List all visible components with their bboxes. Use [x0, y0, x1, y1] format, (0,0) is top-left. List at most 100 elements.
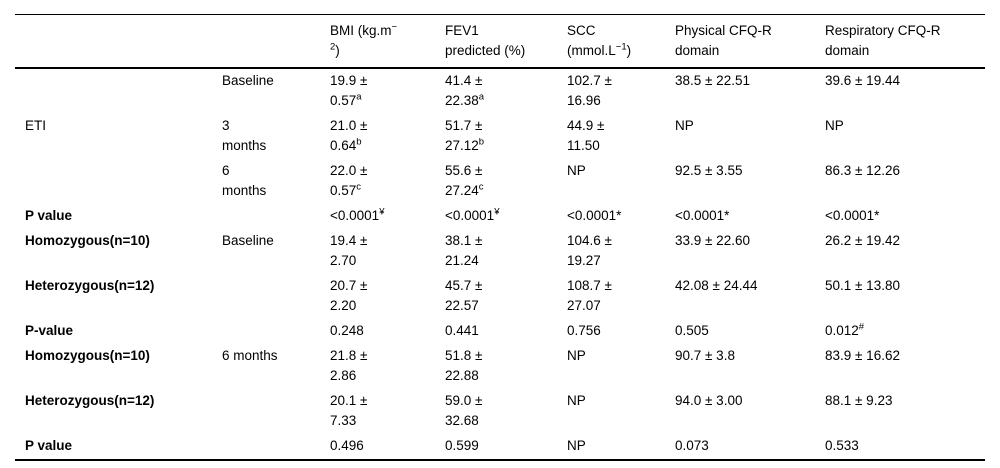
- cell-time: [222, 204, 330, 229]
- row-label: P value: [25, 208, 73, 223]
- cell-respiratory: 0.012#: [825, 321, 865, 338]
- cell-respiratory: 26.2 ± 19.42: [825, 233, 900, 248]
- cell-scc: 0.756: [567, 323, 601, 338]
- cell-bmi: <0.0001¥: [330, 206, 385, 223]
- table-row: 6 months 22.0 ±0.57c 55.6 ±27.24c NP 92.5 ± 3…: [15, 159, 985, 204]
- cell-time: [222, 274, 330, 319]
- cell-time: 6 months: [222, 348, 278, 363]
- table-row: P value 0.496 0.599 NP 0.073 0.533: [15, 434, 985, 460]
- table-header: BMI (kg.m− 2) FEV1 predicted (%) SCC (mmol.L−…: [15, 14, 985, 69]
- cell-scc: 44.9 ±11.50: [567, 118, 605, 153]
- cell-physical: 94.0 ± 3.00: [675, 393, 743, 408]
- cell-physical: 38.5 ± 22.51: [675, 73, 750, 88]
- col-header-group: [15, 14, 222, 69]
- cell-scc: 104.6 ±19.27: [567, 233, 612, 268]
- cell-time: 3 months: [222, 118, 267, 153]
- cell-scc: <0.0001*: [567, 208, 622, 223]
- row-label: P-value: [25, 323, 74, 338]
- superscript: 2: [330, 41, 336, 53]
- col-header-fev1: FEV1 predicted (%): [445, 14, 567, 69]
- table-row: Heterozygous(n=12) 20.1 ±7.33 59.0 ±32.68 N…: [15, 389, 985, 434]
- row-label: Heterozygous(n=12): [25, 393, 155, 408]
- superscript: ¥: [494, 206, 500, 218]
- superscript: ¥: [379, 206, 385, 218]
- cell-fev1: 0.441: [445, 323, 479, 338]
- table-row: P-value 0.248 0.441 0.756 0.505 0.012#: [15, 319, 985, 344]
- cell-fev1: 51.7 ±27.12b: [445, 118, 485, 153]
- cell-physical: <0.0001*: [675, 208, 730, 223]
- results-table: BMI (kg.m− 2) FEV1 predicted (%) SCC (mmol.L−…: [15, 14, 985, 461]
- row-label: P value: [25, 438, 73, 453]
- cell-bmi: 21.8 ±2.86: [330, 348, 368, 383]
- cell-fev1: 51.8 ±22.88: [445, 348, 483, 383]
- cell-physical: 90.7 ± 3.8: [675, 348, 735, 363]
- cell-respiratory: 86.3 ± 12.26: [825, 163, 900, 178]
- cell-fev1: <0.0001¥: [445, 206, 500, 223]
- cell-respiratory: 39.6 ± 19.44: [825, 73, 900, 88]
- cell-bmi: 20.1 ±7.33: [330, 393, 368, 428]
- superscript: a: [478, 91, 485, 103]
- cell-respiratory: 50.1 ± 13.80: [825, 278, 900, 293]
- cell-scc: 108.7 ±27.07: [567, 278, 612, 313]
- cell-physical: 33.9 ± 22.60: [675, 233, 750, 248]
- superscript: −: [391, 21, 398, 33]
- cell-fev1: 38.1 ±21.24: [445, 233, 483, 268]
- cell-physical: 42.08 ± 24.44: [675, 278, 758, 293]
- table-row: ETI 3 months 21.0 ±0.64b 51.7 ±27.12b 44.9 ±1…: [15, 114, 985, 159]
- superscript: a: [356, 91, 362, 103]
- table-row: Homozygous(n=10) 6 months 21.8 ±2.86 51.8 ±…: [15, 344, 985, 389]
- superscript: b: [356, 136, 362, 148]
- col-header-bmi: BMI (kg.m− 2): [330, 14, 445, 69]
- cell-respiratory: NP: [825, 118, 844, 133]
- cell-time: [222, 389, 330, 434]
- table-row: Baseline 19.9 ±0.57a 41.4 ±22.38a 102.7 ±16…: [15, 68, 985, 114]
- table-row: P value <0.0001¥ <0.0001¥ <0.0001* <0.0001* <…: [15, 204, 985, 229]
- row-label: [15, 68, 222, 114]
- table-row: Heterozygous(n=12) 20.7 ±2.20 45.7 ±22.57 1…: [15, 274, 985, 319]
- cell-respiratory: 83.9 ± 16.62: [825, 348, 900, 363]
- cell-time: Baseline: [222, 233, 274, 248]
- col-header-respiratory: Respiratory CFQ-R domain: [825, 14, 985, 69]
- cell-scc: NP: [567, 393, 586, 408]
- row-label: [15, 159, 222, 204]
- col-header-time: [222, 14, 330, 69]
- cell-fev1: 45.7 ±22.57: [445, 278, 483, 313]
- superscript: −1: [615, 41, 627, 53]
- row-label: Homozygous(n=10): [25, 348, 150, 363]
- superscript: #: [858, 321, 865, 333]
- cell-fev1: 41.4 ±22.38a: [445, 73, 485, 108]
- cell-time: [222, 434, 330, 460]
- cell-bmi: 0.496: [330, 438, 364, 453]
- cell-physical: 0.073: [675, 438, 709, 453]
- cell-respiratory: <0.0001*: [825, 208, 880, 223]
- cell-bmi: 22.0 ±0.57c: [330, 163, 368, 198]
- col-header-physical: Physical CFQ-R domain: [675, 14, 825, 69]
- superscript: b: [478, 136, 485, 148]
- cell-scc: NP: [567, 348, 586, 363]
- cell-time: 6 months: [222, 163, 267, 198]
- superscript: c: [356, 181, 362, 193]
- cell-bmi: 0.248: [330, 323, 364, 338]
- cell-physical: NP: [675, 118, 694, 133]
- cell-bmi: 19.9 ±0.57a: [330, 73, 368, 108]
- cell-bmi: 21.0 ±0.64b: [330, 118, 368, 153]
- cell-respiratory: 0.533: [825, 438, 859, 453]
- col-header-scc: SCC (mmol.L−1): [567, 14, 675, 69]
- cell-respiratory: 88.1 ± 9.23: [825, 393, 893, 408]
- row-label: Heterozygous(n=12): [25, 278, 155, 293]
- cell-scc: NP: [567, 163, 586, 178]
- table-row: Homozygous(n=10) Baseline 19.4 ±2.70 38.1 ±…: [15, 229, 985, 274]
- table-body: Baseline 19.9 ±0.57a 41.4 ±22.38a 102.7 ±16…: [15, 68, 985, 460]
- cell-physical: 92.5 ± 3.55: [675, 163, 743, 178]
- cell-bmi: 19.4 ±2.70: [330, 233, 368, 268]
- row-label: ETI: [25, 118, 47, 133]
- cell-time: [222, 319, 330, 344]
- cell-scc: 102.7 ±16.96: [567, 73, 612, 108]
- cell-physical: 0.505: [675, 323, 709, 338]
- cell-fev1: 55.6 ±27.24c: [445, 163, 484, 198]
- cell-time: Baseline: [222, 73, 274, 88]
- cell-fev1: 59.0 ±32.68: [445, 393, 483, 428]
- cell-bmi: 20.7 ±2.20: [330, 278, 368, 313]
- header-row: BMI (kg.m− 2) FEV1 predicted (%) SCC (mmol.L−…: [15, 14, 985, 69]
